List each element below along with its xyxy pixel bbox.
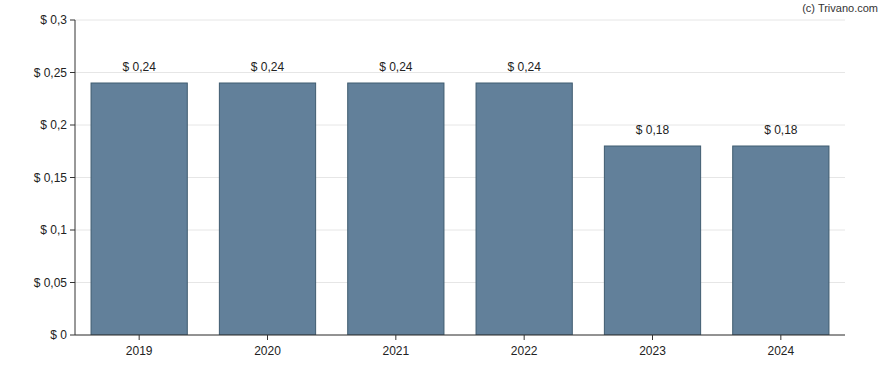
grid-line xyxy=(75,282,845,283)
x-tick xyxy=(524,335,525,340)
y-tick xyxy=(70,282,75,283)
x-tick-label: 2021 xyxy=(382,344,409,358)
y-tick xyxy=(70,20,75,21)
data-label: $ 0,24 xyxy=(251,60,285,74)
x-tick-label: 2019 xyxy=(126,344,153,358)
y-tick-label: $ 0,1 xyxy=(40,223,67,237)
grid-line xyxy=(75,20,845,21)
x-axis xyxy=(75,335,845,336)
y-tick-label: $ 0,3 xyxy=(40,13,67,27)
x-tick-label: 2024 xyxy=(767,344,794,358)
y-axis xyxy=(75,20,76,335)
data-label: $ 0,18 xyxy=(764,123,798,137)
x-tick-label: 2023 xyxy=(639,344,666,358)
x-tick xyxy=(267,335,268,340)
x-tick xyxy=(652,335,653,340)
data-label: $ 0,24 xyxy=(122,60,156,74)
data-label: $ 0,24 xyxy=(379,60,413,74)
y-tick-label: $ 0,25 xyxy=(34,66,68,80)
y-tick xyxy=(70,72,75,73)
grid-line xyxy=(75,125,845,126)
bar xyxy=(91,83,187,335)
grid-line xyxy=(75,230,845,231)
y-tick xyxy=(70,125,75,126)
bar xyxy=(604,146,700,335)
chart: $ 0 $ 0,05 $ 0,1 $ 0,15 $ 0,2 $ 0,25 $ 0,3 $ 0,… xyxy=(0,0,888,370)
y-tick-label: $ 0,15 xyxy=(34,171,68,185)
bar xyxy=(348,83,444,335)
bar xyxy=(219,83,315,335)
data-label: $ 0,18 xyxy=(636,123,670,137)
bars xyxy=(91,83,829,335)
bar xyxy=(733,146,829,335)
x-tick-label: 2022 xyxy=(511,344,538,358)
data-label: $ 0,24 xyxy=(507,60,541,74)
y-tick xyxy=(70,230,75,231)
grid-line xyxy=(75,335,845,336)
grid-line xyxy=(75,177,845,178)
bar xyxy=(476,83,572,335)
x-tick xyxy=(139,335,140,340)
y-tick-label: $ 0,2 xyxy=(40,118,67,132)
y-tick-label: $ 0 xyxy=(50,328,67,342)
y-tick xyxy=(70,335,75,336)
x-tick-label: 2020 xyxy=(254,344,281,358)
x-tick xyxy=(780,335,781,340)
credit: (c) Trivano.com xyxy=(802,2,878,14)
grid-line xyxy=(75,72,845,73)
y-tick-label: $ 0,05 xyxy=(34,276,68,290)
x-tick xyxy=(395,335,396,340)
y-tick xyxy=(70,177,75,178)
